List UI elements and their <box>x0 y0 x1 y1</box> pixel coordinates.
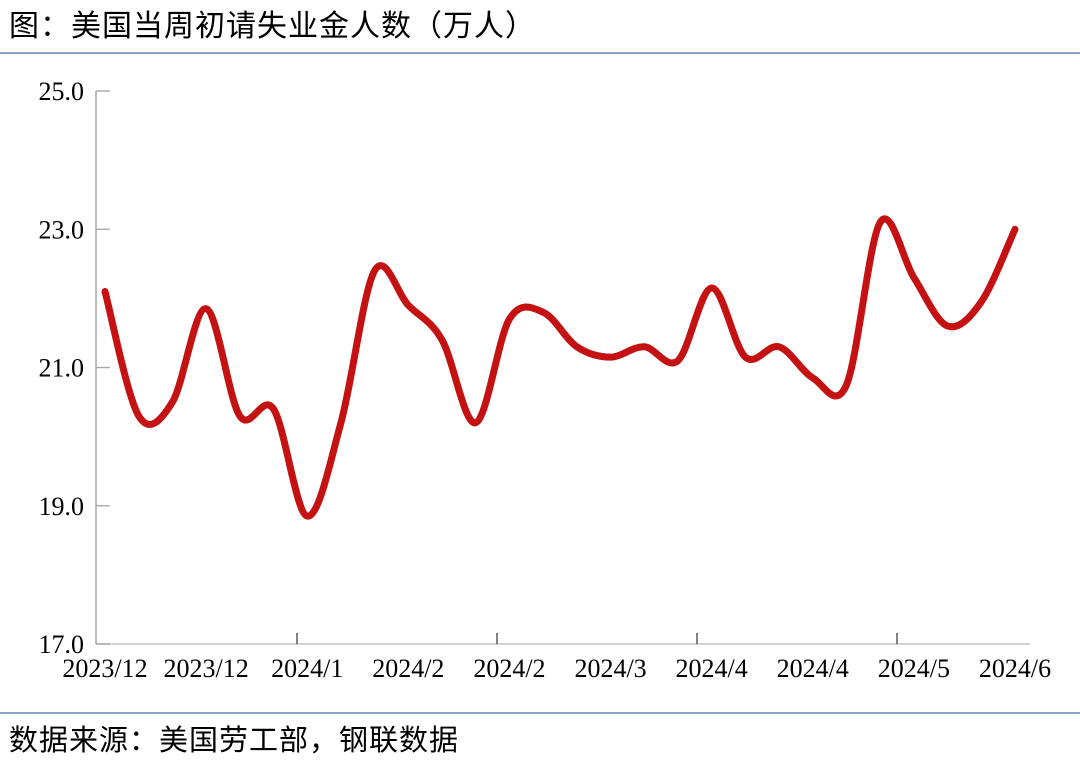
x-tick-label: 2024/4 <box>777 654 849 683</box>
x-tick-label: 2023/12 <box>62 654 147 683</box>
y-tick-label: 23.0 <box>39 215 85 244</box>
x-tick-label: 2024/2 <box>473 654 545 683</box>
data-source-text: 数据来源：美国劳工部，钢联数据 <box>9 725 460 757</box>
x-tick-label: 2023/12 <box>163 654 248 683</box>
y-tick-label: 25.0 <box>39 77 85 106</box>
x-tick-label: 2024/4 <box>676 654 748 683</box>
y-tick-label: 19.0 <box>39 492 85 521</box>
x-tick-label: 2024/1 <box>271 654 343 683</box>
chart-title: 图：美国当周初请失业金人数（万人） <box>9 10 536 43</box>
y-tick-label: 21.0 <box>39 354 85 383</box>
x-tick-label: 2024/5 <box>878 654 950 683</box>
footer-separator-line <box>0 712 1080 714</box>
x-tick-label: 2024/3 <box>574 654 646 683</box>
y-tick-label: 17.0 <box>39 630 85 659</box>
initial-claims-series-line <box>101 215 1019 520</box>
x-tick-label: 2024/6 <box>979 654 1051 683</box>
x-tick-label: 2024/2 <box>372 654 444 683</box>
title-separator-line <box>0 52 1080 54</box>
